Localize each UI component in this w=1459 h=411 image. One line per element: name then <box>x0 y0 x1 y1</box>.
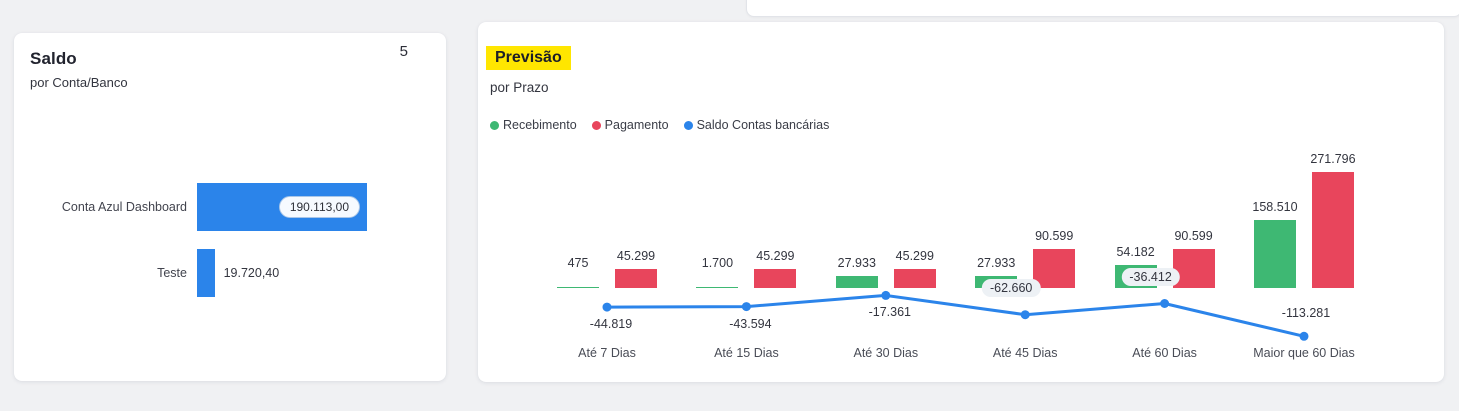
legend-dot-icon <box>490 120 499 130</box>
recebimento-value-label: 475 <box>567 256 589 270</box>
saldo-count-badge: 5 <box>399 43 408 60</box>
pagamento-value-label: 45.299 <box>616 248 656 263</box>
pagamento-bar[interactable] <box>893 268 936 288</box>
x-axis-label: Até 60 Dias <box>1132 346 1197 360</box>
saldo-line <box>605 293 1306 338</box>
saldo-line-value-label: -113.281 <box>1281 306 1331 321</box>
pagamento-bar[interactable] <box>615 268 657 288</box>
saldo-line-value-label: -44.819 <box>589 317 633 332</box>
x-axis-label: Até 15 Dias <box>714 346 779 360</box>
saldo-card: Saldo por Conta/Banco 5 Conta Azul Dashb… <box>14 33 446 381</box>
saldo-bar-area: 19.720,40 <box>197 249 436 297</box>
saldo-card-title: Saldo <box>30 49 77 68</box>
saldo-line-point[interactable] <box>1020 310 1030 320</box>
x-axis-label: Até 45 Dias <box>992 346 1058 360</box>
previsao-card: Previsão por Prazo Recebimento Pagamento S… <box>478 22 1444 382</box>
saldo-bar[interactable] <box>197 249 215 297</box>
recebimento-bar[interactable] <box>1254 220 1296 288</box>
legend-dot-icon <box>591 120 601 130</box>
saldo-line-value-label: -62.660 <box>981 278 1041 297</box>
pagamento-bar[interactable] <box>754 268 797 288</box>
saldo-line-value-label: -43.594 <box>729 316 772 331</box>
recebimento-value-label: 158.510 <box>1252 200 1298 215</box>
saldo-category-label: Conta Azul Dashboard <box>61 200 187 214</box>
pagamento-value-label: 90.599 <box>1035 229 1074 244</box>
recebimento-value-label: 1.700 <box>701 256 734 270</box>
saldo-category-label: Teste <box>157 266 187 280</box>
pagamento-bar[interactable] <box>1033 249 1076 288</box>
pagamento-bar[interactable] <box>1312 172 1354 288</box>
pagamento-value-label: 90.599 <box>1174 229 1213 244</box>
legend-item-pagamento[interactable]: Pagamento <box>591 118 669 132</box>
recebimento-bar[interactable] <box>696 286 739 288</box>
pagamento-value-label: 271.796 <box>1310 152 1356 166</box>
legend-item-saldo-contas-banc-rias[interactable]: Saldo Contas bancárias <box>683 118 830 132</box>
saldo-chart-row: Teste 19.720,40 <box>28 249 436 297</box>
saldo-bar-area: 190.113,00 <box>197 183 436 231</box>
saldo-chart: Conta Azul Dashboard 190.113,00 Teste 19.72… <box>28 183 436 315</box>
recebimento-bar[interactable] <box>835 276 878 288</box>
top-toolbar-partial <box>746 0 1459 17</box>
saldo-line-value-label: -17.361 <box>868 305 911 320</box>
legend-label: Saldo Contas bancárias <box>696 118 830 132</box>
previsao-legend: Recebimento Pagamento Saldo Contas bancári… <box>490 118 829 132</box>
recebimento-value-label: 54.182 <box>1116 244 1155 259</box>
saldo-line-point[interactable] <box>1299 331 1309 341</box>
x-axis-label: Até 30 Dias <box>853 346 919 360</box>
previsao-card-subtitle: por Prazo <box>490 80 549 95</box>
x-axis-label: Maior que 60 Dias <box>1253 346 1355 360</box>
recebimento-value-label: 27.933 <box>837 256 876 271</box>
legend-label: Pagamento <box>604 118 669 132</box>
recebimento-value-label: 27.933 <box>977 256 1016 271</box>
saldo-line-point[interactable] <box>602 302 612 312</box>
saldo-card-subtitle: por Conta/Banco <box>30 75 128 90</box>
x-axis-label: Até 7 Dias <box>578 346 636 360</box>
saldo-chart-row: Conta Azul Dashboard 190.113,00 <box>28 183 436 231</box>
pagamento-value-label: 45.299 <box>895 248 934 263</box>
saldo-value-label: 190.113,00 <box>278 196 360 218</box>
legend-dot-icon <box>683 120 693 130</box>
previsao-card-title: Previsão <box>486 46 571 70</box>
previsao-chart: 475 45.299 Até 7 Dias 1.700 45.299 Até 15 Dia… <box>488 152 1434 372</box>
saldo-line-point[interactable] <box>741 302 751 312</box>
pagamento-bar[interactable] <box>1172 249 1215 288</box>
legend-item-recebimento[interactable]: Recebimento <box>490 118 577 132</box>
saldo-line-value-label: -36.412 <box>1121 267 1180 286</box>
saldo-bar[interactable]: 190.113,00 <box>197 183 367 231</box>
previsao-card-title-wrap: Previsão <box>486 46 571 70</box>
saldo-line-point[interactable] <box>1160 299 1170 308</box>
saldo-value-label: 19.720,40 <box>223 266 280 280</box>
recebimento-bar[interactable] <box>557 286 599 288</box>
legend-label: Recebimento <box>503 118 577 132</box>
saldo-line-point[interactable] <box>881 290 891 300</box>
pagamento-value-label: 45.299 <box>756 248 795 263</box>
